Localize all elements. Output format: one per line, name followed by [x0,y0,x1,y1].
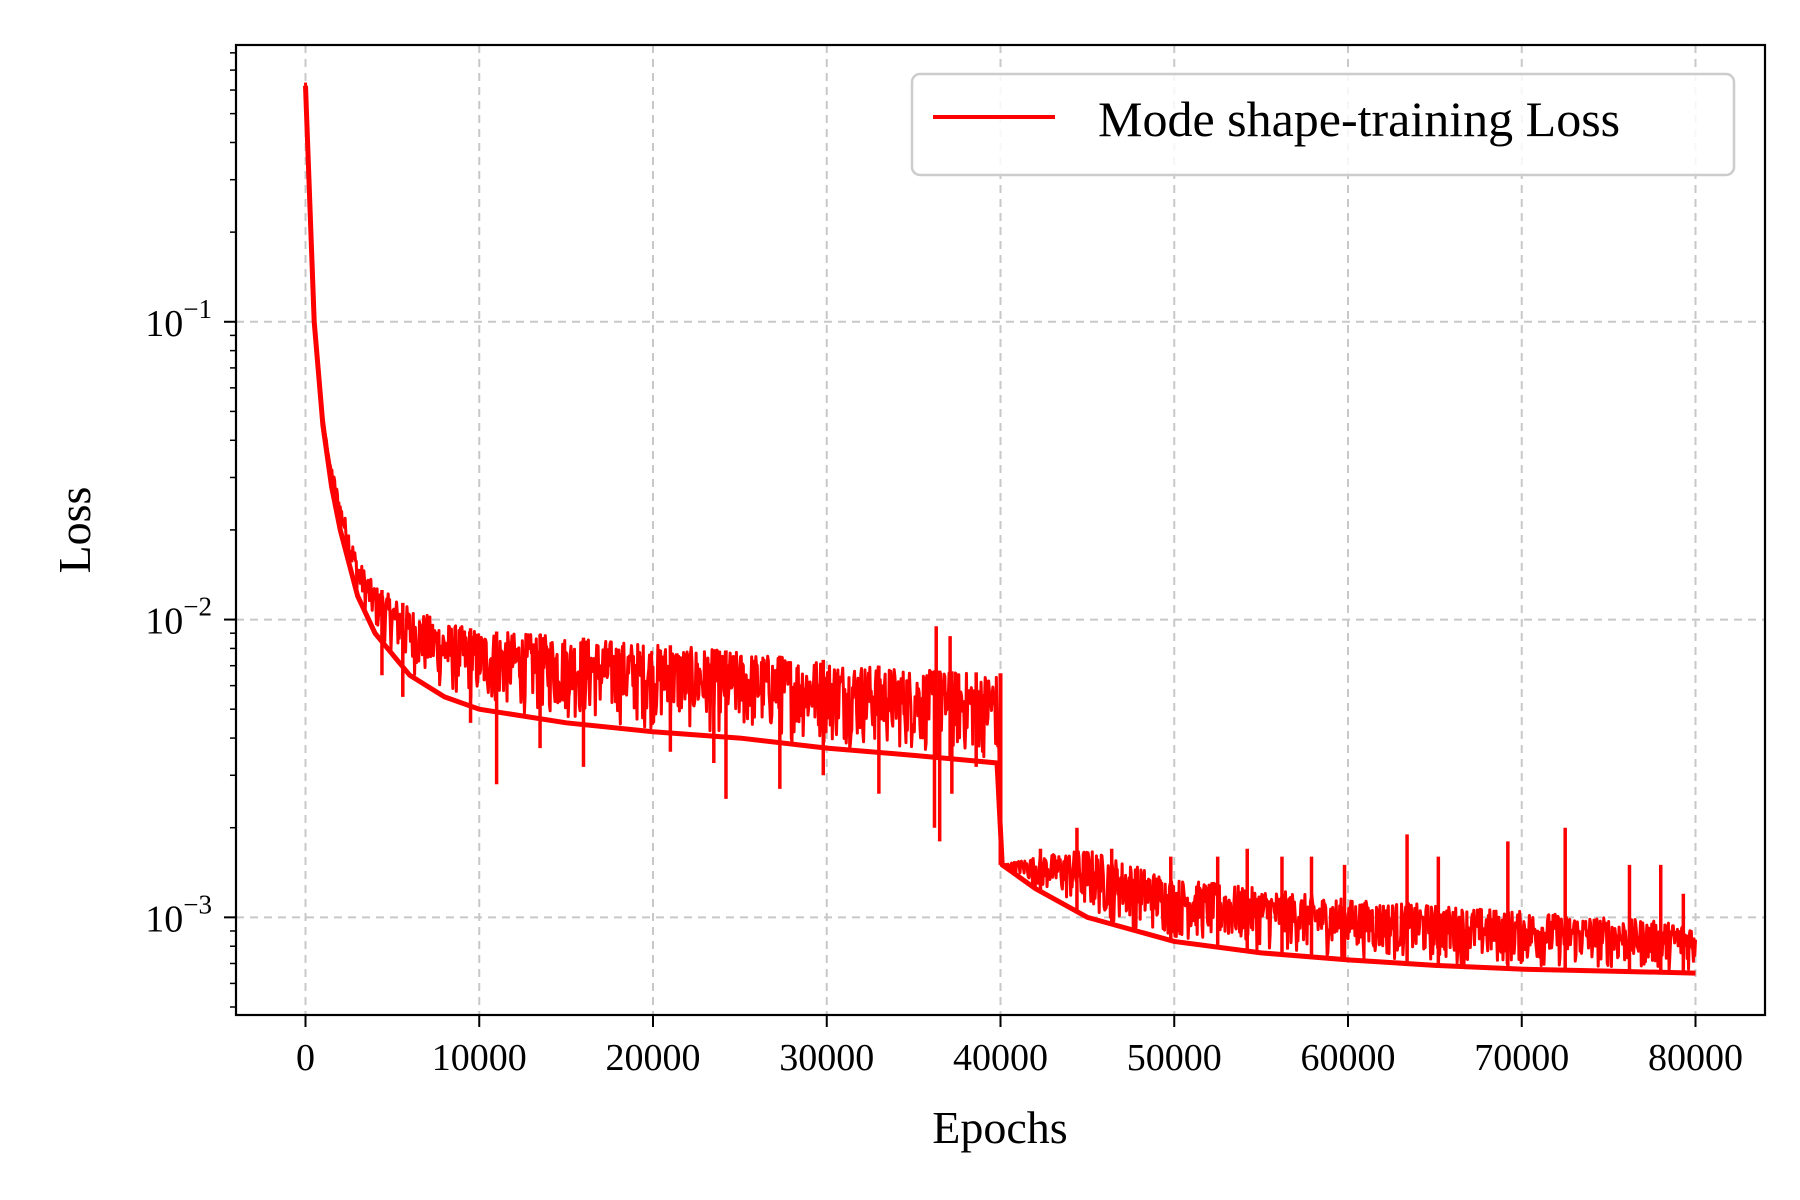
tick-layer: 0 10000 20000 30000 40000 50000 60000 70000 8000… [145,52,1743,1079]
x-axis-title: Epochs [932,1102,1067,1153]
y-tick-label: 10−3 [145,889,212,940]
x-tick-label: 30000 [779,1037,874,1079]
series-layer [303,82,1697,976]
y-axis-title: Loss [49,487,100,574]
x-tick-label: 10000 [432,1037,527,1079]
x-tick-label: 60000 [1301,1037,1396,1079]
loss-lower-envelope [303,85,1696,976]
x-tick-label: 20000 [606,1037,701,1079]
legend-box [910,72,1736,177]
y-tick-label: 10−2 [145,592,212,643]
x-tick-label: 40000 [953,1037,1048,1079]
legend: Mode shape-training Loss [910,72,1736,177]
y-tick-label: 10−1 [145,294,212,345]
x-tick-label: 80000 [1648,1037,1743,1079]
x-tick-label: 70000 [1474,1037,1569,1079]
legend-label: Mode shape-training Loss [1098,91,1620,147]
x-tick-label: 0 [296,1037,315,1079]
x-tick-label: 50000 [1127,1037,1222,1079]
grid-layer [236,45,1765,1015]
